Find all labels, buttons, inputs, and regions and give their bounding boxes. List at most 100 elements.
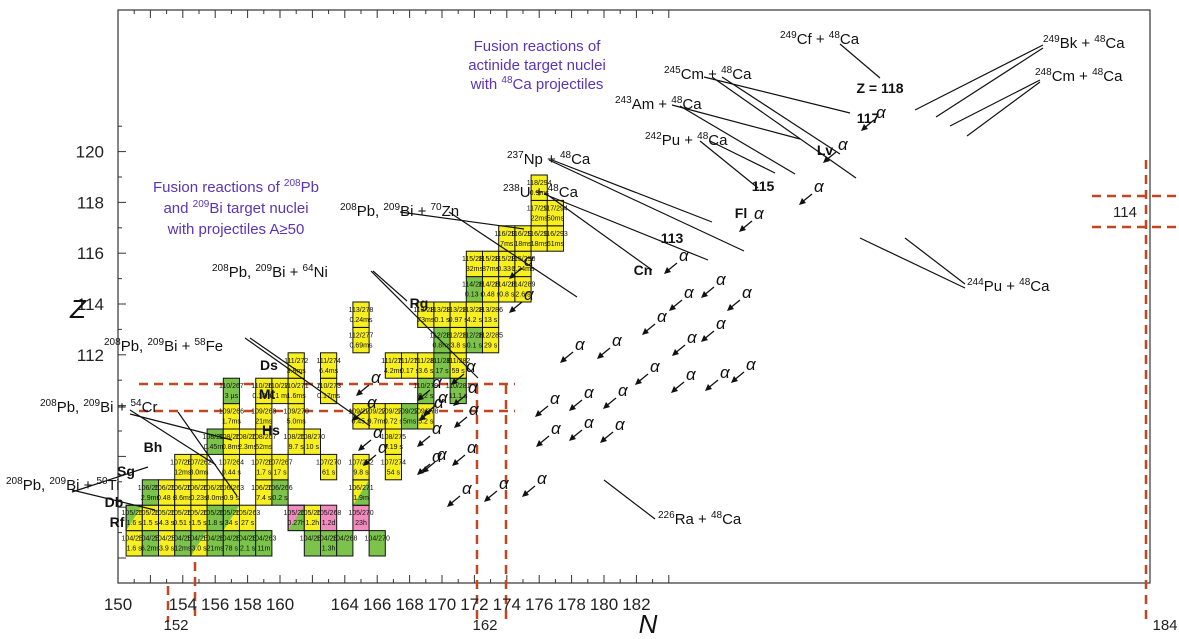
- alpha-symbol: α: [657, 307, 668, 326]
- reaction-label: 244Pu + 48Ca: [967, 277, 1050, 295]
- nuclide-halflife: 1.2h: [306, 520, 320, 527]
- nuclide-halflife: 12ms: [174, 469, 192, 476]
- nuclide-cell: 108/270 10 s: [300, 428, 325, 455]
- plot-frame: [117, 9, 1151, 584]
- alpha-symbol: α: [468, 378, 479, 397]
- alpha-symbol: α: [467, 438, 478, 457]
- nuclide-halflife: 0.23s: [190, 495, 208, 502]
- nuclide-id: 105/267: [300, 510, 325, 517]
- connector-line: [679, 105, 796, 175]
- nuclide-id: 107/270: [316, 459, 341, 466]
- nuclide-halflife: 6.4ms: [319, 368, 339, 375]
- alpha-symbol: α: [437, 445, 448, 464]
- nuclide-id: 110/281: [446, 383, 471, 390]
- nuclide-id: 109/270: [284, 409, 309, 416]
- nuclide-halflife: 7ms: [500, 241, 514, 248]
- alpha-decay-arrow: α: [536, 419, 562, 447]
- alpha-decay-arrow: α: [701, 270, 727, 298]
- nuclide-id: 104/268: [332, 536, 357, 543]
- nuclide-halflife: 4.2ms: [384, 368, 404, 375]
- connector-line: [551, 159, 713, 223]
- nuclide-cell: 112/277 0.69ms: [349, 326, 373, 354]
- nuclide-halflife: 0.9ms: [530, 190, 550, 197]
- element-label: 117: [857, 110, 880, 126]
- nuclide-halflife: 11m: [257, 546, 270, 553]
- nuclide-halflife: 29 s: [484, 342, 498, 349]
- alpha-symbol: α: [615, 415, 626, 434]
- x-tick-label: 160: [266, 595, 294, 614]
- element-label: Db: [105, 494, 124, 510]
- alpha-symbol: α: [575, 335, 586, 354]
- nuclide-fill: [368, 530, 386, 557]
- alpha-decay-arrow: α: [454, 400, 480, 428]
- nuclide-cell: 106/271 1.9m: [348, 479, 374, 506]
- nuclide-cell: 107/272 9.8 s: [348, 453, 374, 481]
- connector-line: [372, 270, 408, 302]
- arrow-head: [352, 414, 359, 421]
- arrow-head: [739, 225, 746, 232]
- nuclide-id: 108/270: [300, 434, 325, 441]
- nuclide-halflife: 1.2d: [322, 520, 336, 527]
- arrow-head: [701, 335, 708, 342]
- nuclide-halflife: 1.6 s: [127, 520, 143, 527]
- element-label: Rg: [410, 295, 429, 311]
- x-axis-title: N: [639, 609, 658, 639]
- nuclide-cell: 109/268 21ms: [251, 403, 277, 430]
- alpha-symbol: α: [469, 400, 480, 419]
- nuclide-halflife: 0.1 s: [434, 317, 450, 324]
- nuclide-id: 112/282: [430, 332, 455, 339]
- nuclide-fill: [239, 504, 257, 532]
- nuclide-id: 108/266: [235, 434, 260, 441]
- arrow-head: [453, 399, 460, 406]
- alpha-decay-arrow: α: [669, 283, 695, 311]
- nuclide-id: 112/284: [462, 332, 487, 339]
- nuclide-id: 107/262: [186, 459, 211, 466]
- nuclide-halflife: 78 s: [225, 546, 239, 553]
- alpha-decay-arrow: α: [358, 423, 384, 451]
- nuclide-fill: [222, 377, 241, 405]
- alpha-symbol: α: [524, 285, 535, 304]
- nuclide-halflife: 0.33 s: [497, 266, 517, 273]
- nuclide-halflife: 0.72 s: [384, 419, 404, 426]
- x-tick-label: 182: [622, 595, 650, 614]
- alpha-symbol: α: [524, 251, 535, 270]
- x-tick-label: 156: [201, 595, 229, 614]
- y-tick-label: 120: [76, 143, 104, 162]
- nuclide-halflife: 8.0ms: [206, 495, 226, 502]
- nuclide-id: 105/263: [235, 510, 260, 517]
- nuclide-cell: 110/281 11.1 s: [446, 377, 471, 405]
- nuclide-halflife: 0.51 s: [173, 520, 193, 527]
- alpha-symbol: α: [584, 383, 595, 402]
- nuclide-id: 112/283: [446, 332, 471, 339]
- arrow-head: [535, 410, 542, 417]
- nuclide-halflife: 1.7 s: [256, 469, 272, 476]
- alpha-symbol: α: [466, 357, 477, 376]
- nuclide-cell: 113/278 0.24ms: [349, 301, 373, 328]
- nuclide-halflife: 9.7 s: [289, 444, 305, 451]
- arrow-head: [417, 394, 424, 401]
- connector-line: [548, 159, 745, 252]
- nuclide-halflife: 1.5 s: [191, 520, 207, 527]
- reaction-label: 242Pu + 48Ca: [645, 131, 728, 149]
- reaction-label: 237Np + 48Ca: [507, 150, 591, 168]
- element-label: Hs: [262, 422, 280, 438]
- magic-number-label-z: 114: [1113, 204, 1137, 221]
- reaction-label: 208Pb, 209Bi + 54Cr: [40, 398, 157, 416]
- nuclide-fill: [352, 453, 370, 481]
- nuclide-halflife: 0.44 s: [222, 469, 242, 476]
- arrow-head: [509, 272, 516, 279]
- alpha-symbol: α: [367, 393, 378, 412]
- nuclide-id: 111/279: [397, 358, 421, 365]
- nuclide-halflife: 59 s: [452, 368, 466, 375]
- x-tick-label: 174: [493, 595, 521, 614]
- alpha-symbol: α: [432, 373, 443, 392]
- nuclide-halflife: 3.6 s: [418, 368, 434, 375]
- nuclide-id: 105/270: [348, 510, 373, 517]
- nuclide-halflife: 7.4 s: [256, 495, 272, 502]
- alpha-decay-arrow: α: [739, 204, 765, 232]
- nuclide-halflife: 8.0ms: [189, 469, 209, 476]
- alpha-decay-arrow: α: [823, 135, 849, 163]
- x-tick-label: 158: [233, 595, 261, 614]
- nuclide-id: 113/282: [413, 307, 438, 314]
- nuclide-id: 104/267: [316, 536, 341, 543]
